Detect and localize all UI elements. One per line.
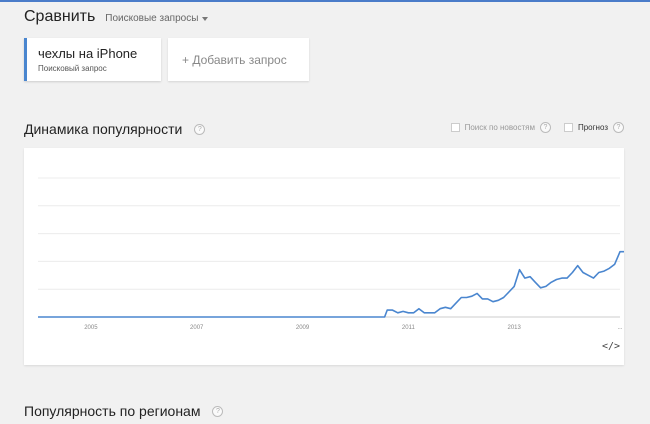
interest-line-chart: 2005 2007 2009 2011 2013...	[38, 177, 624, 331]
help-icon[interactable]: ?	[194, 123, 206, 135]
news-search-option[interactable]: Поиск по новостям ?	[450, 122, 551, 133]
x-tick-label: 2005	[84, 325, 98, 331]
interest-over-time-heading: Динамика популярности ?	[24, 121, 206, 137]
forecast-label: Прогноз	[577, 123, 608, 132]
help-icon[interactable]: ?	[212, 405, 224, 417]
search-term-name: чехлы на iPhone	[38, 46, 138, 61]
forecast-checkbox[interactable]	[563, 123, 573, 132]
help-icon[interactable]: ?	[613, 122, 624, 133]
page-title: Сравнить	[24, 8, 96, 25]
x-tick-label: 2007	[190, 325, 204, 331]
compare-type-label: Поисковые запросы	[105, 13, 199, 24]
news-search-label: Поиск по новостям	[464, 123, 535, 132]
embed-code-icon[interactable]: </>	[602, 341, 621, 352]
compare-header: Сравнить Поисковые запросы	[24, 8, 209, 26]
forecast-option[interactable]: Прогноз ?	[563, 122, 624, 133]
regional-interest-heading: Популярность по регионам ?	[24, 403, 224, 419]
add-term-button[interactable]: + Добавить запрос	[168, 38, 309, 81]
interest-over-time-title: Динамика популярности	[24, 121, 183, 137]
search-term-card[interactable]: чехлы на iPhone Поисковый запрос	[24, 38, 161, 81]
interest-chart-card: 2005 2007 2009 2011 2013... </>	[24, 148, 624, 365]
series-line	[38, 250, 624, 318]
x-tick-label: 2009	[296, 325, 310, 331]
chevron-down-icon	[202, 16, 209, 21]
news-search-checkbox[interactable]	[450, 123, 460, 132]
chart-options: Поиск по новостям ? Прогноз ?	[450, 122, 624, 133]
search-term-type: Поисковый запрос	[38, 64, 107, 73]
help-icon[interactable]: ?	[539, 122, 551, 133]
x-tick-label: 2013	[508, 325, 522, 331]
regional-interest-title: Популярность по регионам	[24, 403, 201, 419]
compare-type-dropdown[interactable]: Поисковые запросы	[105, 13, 209, 24]
x-tick-label: ...	[617, 325, 622, 331]
x-tick-label: 2011	[402, 325, 416, 331]
